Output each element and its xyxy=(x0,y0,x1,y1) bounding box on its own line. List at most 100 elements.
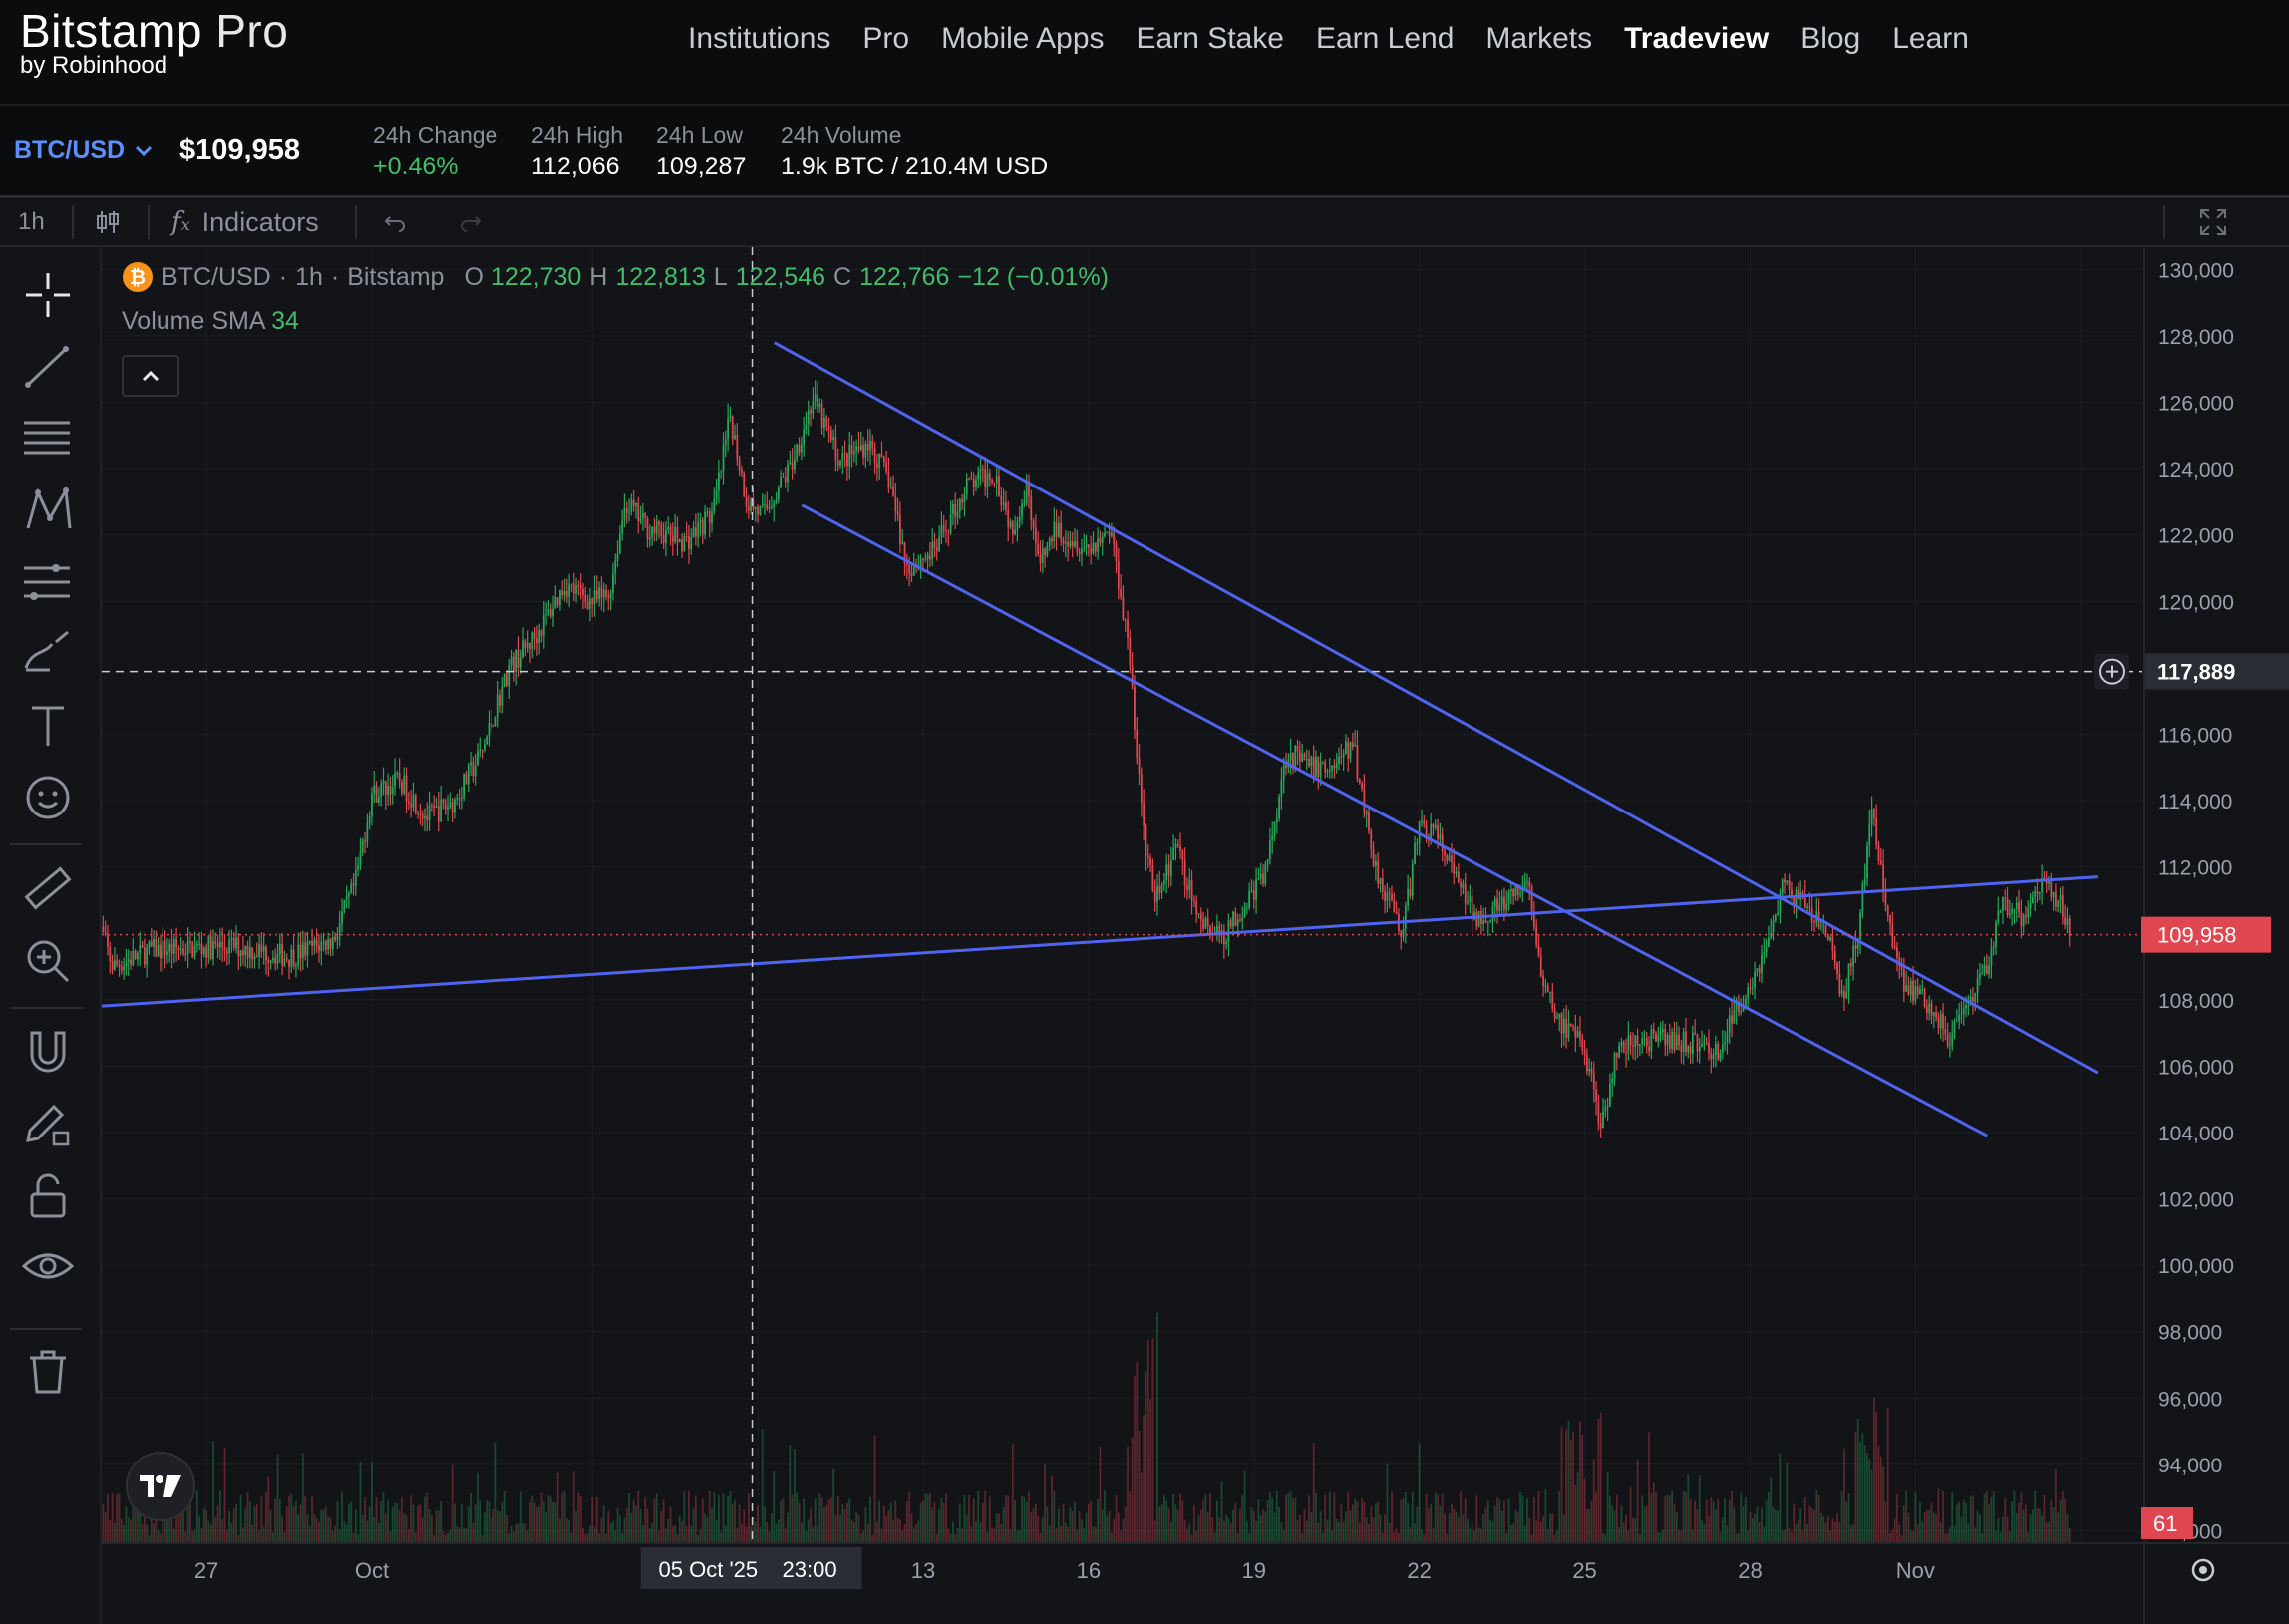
nav-link-earn-stake[interactable]: Earn Stake xyxy=(1136,22,1284,55)
candle-body xyxy=(1158,885,1161,893)
hide-drawings-tool[interactable] xyxy=(20,1240,76,1296)
collapse-legend-button[interactable] xyxy=(122,355,179,397)
volume-bar xyxy=(754,1521,757,1543)
candle-body xyxy=(690,537,693,549)
candle-body xyxy=(1574,1027,1577,1038)
candle-body xyxy=(745,496,748,507)
stay-in-drawing-tool[interactable] xyxy=(20,1097,76,1152)
volume-bar xyxy=(237,1534,240,1543)
magnet-tool[interactable] xyxy=(20,1025,76,1081)
candle-body xyxy=(1694,1032,1697,1035)
candle-body xyxy=(1643,1037,1646,1039)
nav-link-pro[interactable]: Pro xyxy=(862,22,910,55)
candle-body xyxy=(1370,830,1373,849)
remove-drawings-tool[interactable] xyxy=(20,1344,76,1400)
volume-bar xyxy=(1859,1441,1861,1543)
candle-body xyxy=(630,499,633,512)
volume-bar xyxy=(1921,1521,1924,1543)
redo-button[interactable] xyxy=(457,199,485,245)
candle-body xyxy=(1774,914,1777,921)
tradingview-logo[interactable] xyxy=(126,1452,195,1521)
volume-bar xyxy=(986,1531,989,1543)
volume-bar xyxy=(1815,1490,1818,1543)
indicators-button[interactable]: fx Indicators xyxy=(171,199,319,245)
candle-body xyxy=(1806,906,1808,909)
pattern-tool[interactable] xyxy=(20,483,76,538)
volume-bar xyxy=(1011,1444,1014,1543)
volume-bar xyxy=(517,1523,520,1543)
fib-retracement-tool[interactable] xyxy=(20,411,76,467)
lock-drawings-tool[interactable] xyxy=(20,1168,76,1224)
volume-bar xyxy=(160,1533,162,1543)
trendlines[interactable] xyxy=(102,341,2099,1137)
candle-body xyxy=(1558,1013,1561,1017)
candle-body xyxy=(621,520,624,534)
volume-bar xyxy=(889,1502,892,1543)
nav-link-blog[interactable]: Blog xyxy=(1800,22,1861,55)
volume-bar xyxy=(1039,1532,1042,1543)
volume-bar xyxy=(118,1493,121,1543)
candle-body xyxy=(1363,789,1366,814)
candle-type-button[interactable] xyxy=(94,199,122,245)
volume-bar xyxy=(1294,1497,1297,1543)
crosshair-tool[interactable] xyxy=(20,267,76,323)
candle-body xyxy=(1349,742,1352,759)
candle-body xyxy=(1202,919,1204,929)
pair-selector[interactable]: BTC/USD xyxy=(14,136,155,164)
volume-bar xyxy=(214,1516,217,1543)
brush-tool[interactable] xyxy=(20,626,76,682)
measure-tool[interactable] xyxy=(20,861,76,917)
volume-bar xyxy=(1248,1533,1251,1543)
zoom-tool[interactable] xyxy=(20,933,76,989)
nav-link-tradeview[interactable]: Tradeview xyxy=(1624,22,1770,55)
undo-button[interactable] xyxy=(381,199,409,245)
nav-link-learn[interactable]: Learn xyxy=(1892,22,1969,55)
candle-body xyxy=(572,583,575,594)
interval-selector[interactable]: 1h xyxy=(18,208,45,235)
volume-bar xyxy=(1176,1509,1179,1543)
plus-circle-icon xyxy=(2099,658,2125,685)
candle-body xyxy=(2031,896,2034,904)
emoji-tool[interactable] xyxy=(20,770,76,825)
volume-bar xyxy=(265,1492,267,1543)
candle-body xyxy=(1055,521,1058,537)
volume-bar xyxy=(1553,1534,1556,1543)
chevron-down-icon xyxy=(136,145,153,156)
candle-body xyxy=(713,498,716,511)
candle-body xyxy=(401,781,403,794)
volume-bar xyxy=(1335,1518,1338,1543)
volume-bar xyxy=(1455,1511,1458,1543)
volume-bar xyxy=(1774,1509,1777,1543)
volume-bar xyxy=(195,1490,198,1543)
candle-body xyxy=(387,786,389,796)
forecast-tool[interactable] xyxy=(20,554,76,610)
volume-bar xyxy=(223,1447,226,1543)
candle-body xyxy=(1843,990,1845,999)
nav-link-institutions[interactable]: Institutions xyxy=(688,22,831,55)
nav-link-markets[interactable]: Markets xyxy=(1485,22,1593,55)
volume-bar xyxy=(1190,1534,1193,1543)
price-chart[interactable]: 130,000128,000126,000124,000122,000120,0… xyxy=(102,247,2289,1624)
chart-area[interactable]: 130,000 128,000 126,000 124,000 122,000 120,0… xyxy=(102,247,2289,1624)
candle-body xyxy=(1523,881,1526,888)
candle-body xyxy=(318,945,320,952)
nav-link-earn-lend[interactable]: Earn Lend xyxy=(1315,22,1455,55)
brush-icon xyxy=(24,630,69,672)
candle-body xyxy=(235,937,237,949)
bitstamp-logo[interactable]: Bitstamp Pro by Robinhood xyxy=(20,4,288,80)
volume-bar xyxy=(1131,1437,1134,1543)
volume-bar xyxy=(602,1505,605,1543)
candle-body xyxy=(731,416,734,440)
toolbar-divider xyxy=(148,205,150,239)
text-tool[interactable] xyxy=(20,698,76,754)
volume-bar xyxy=(1321,1533,1324,1543)
trend-line-tool[interactable] xyxy=(20,339,76,395)
volume-bar xyxy=(1788,1527,1791,1543)
nav-link-mobile-apps[interactable]: Mobile Apps xyxy=(941,22,1105,55)
volume-bar xyxy=(1666,1494,1669,1543)
volume-bar xyxy=(308,1526,311,1543)
candle-body xyxy=(1321,762,1324,764)
candle-body xyxy=(1715,1043,1717,1055)
volume-bar xyxy=(1976,1510,1979,1543)
fullscreen-button[interactable] xyxy=(2197,199,2229,245)
